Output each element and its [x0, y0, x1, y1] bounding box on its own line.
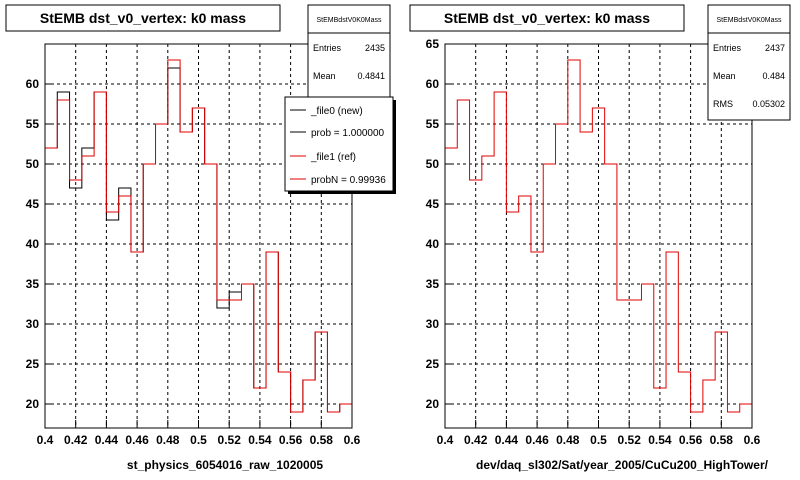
stats-rms-value: 0.05302 — [752, 99, 785, 109]
x-tick-label: 0.5 — [590, 433, 607, 447]
stats-mean-value: 0.484 — [762, 71, 785, 81]
stats-mean-label: Mean — [713, 71, 736, 81]
x-tick-label: 0.48 — [556, 433, 580, 447]
stats-rms-label: RMS — [713, 99, 733, 109]
left-histogram-panel: StEMB dst_v0_vertex: k0 mass 0.4 0.42 0.44… — [5, 4, 396, 472]
x-tick-label: 0.4 — [37, 433, 54, 447]
stats-box: StEMBdstV0K0Mass Entries 2435 Mean 0.484… — [307, 4, 391, 101]
y-tick-label: 65 — [426, 37, 440, 51]
y-tick-label: 45 — [426, 197, 440, 211]
x-tick-label: 0.52 — [218, 433, 242, 447]
y-tick-label: 50 — [26, 157, 40, 171]
y-tick-label: 50 — [426, 157, 440, 171]
y-tick-label: 40 — [26, 237, 40, 251]
x-axis-title: st_physics_6054016_raw_1020005 — [127, 458, 323, 472]
legend-entry-probn: probN = 0.99936 — [311, 175, 386, 186]
plot-area: 0.4 0.42 0.44 0.46 0.48 0.5 0.52 0.54 0.56 0.58 0.… — [426, 37, 761, 447]
x-tick-label: 0.5 — [190, 433, 207, 447]
x-tick-label: 0.6 — [744, 433, 761, 447]
x-tick-label: 0.56 — [279, 433, 303, 447]
stats-box: StEMBdstV0K0Mass Entries 2437 Mean 0.484… — [707, 4, 791, 121]
x-tick-label: 0.54 — [648, 433, 672, 447]
title-box — [5, 4, 281, 32]
stats-mean-label: Mean — [313, 71, 336, 81]
legend-entry-new: _file0 (new) — [310, 106, 363, 117]
y-tick-label: 55 — [426, 117, 440, 131]
plot-area: 0.4 0.42 0.44 0.46 0.48 0.5 0.52 0.54 0.56 0.58 0.… — [26, 43, 361, 447]
x-tick-label: 0.44 — [95, 433, 119, 447]
stats-entries-value: 2437 — [765, 43, 785, 53]
y-tick-label: 45 — [26, 197, 40, 211]
right-histogram-panel: StEMB dst_v0_vertex: k0 mass 0.4 0.42 0.44… — [400, 0, 800, 480]
x-tick-label: 0.48 — [156, 433, 180, 447]
x-axis-title: dev/daq_sl302/Sat/year_2005/CuCu200_High… — [476, 458, 769, 472]
y-tick-label: 25 — [426, 357, 440, 371]
series-file1-ref — [44, 59, 352, 428]
y-tick-label: 55 — [26, 117, 40, 131]
legend: _file0 (new) prob = 1.000000 _file1 (ref… — [284, 96, 396, 194]
chart-title: StEMB dst_v0_vertex: k0 mass — [40, 10, 246, 26]
left-histogram-chart: StEMB dst_v0_vertex: k0 mass 0.4 0.42 0.44… — [5, 4, 396, 472]
right-histogram-chart: StEMB dst_v0_vertex: k0 mass 0.4 0.42 0.44… — [409, 4, 791, 472]
title-box — [409, 4, 685, 32]
legend-entry-ref: _file1 (ref) — [310, 152, 356, 163]
x-tick-label: 0.58 — [710, 433, 734, 447]
y-tick-label: 35 — [426, 277, 440, 291]
stats-entries-label: Entries — [313, 43, 342, 53]
x-tick-label: 0.42 — [64, 433, 88, 447]
stats-histogram-name: StEMBdstV0K0Mass — [717, 17, 782, 24]
x-tick-label: 0.46 — [125, 433, 149, 447]
x-tick-label: 0.52 — [618, 433, 642, 447]
x-tick-label: 0.46 — [525, 433, 549, 447]
y-tick-label: 35 — [26, 277, 40, 291]
stats-entries-value: 2435 — [365, 43, 385, 53]
y-tick-label: 60 — [426, 77, 440, 91]
y-tick-label: 60 — [26, 77, 40, 91]
y-tick-label: 25 — [26, 357, 40, 371]
legend-entry-prob: prob = 1.000000 — [311, 128, 385, 139]
stats-histogram-name: StEMBdstV0K0Mass — [317, 17, 382, 24]
stats-mean-value: 0.4841 — [357, 71, 385, 81]
y-tick-label: 30 — [26, 317, 40, 331]
y-tick-label: 40 — [426, 237, 440, 251]
y-tick-label: 20 — [26, 397, 40, 411]
x-tick-label: 0.42 — [464, 433, 488, 447]
stats-entries-label: Entries — [713, 43, 742, 53]
plot-frame — [44, 43, 353, 429]
x-tick-label: 0.58 — [310, 433, 334, 447]
x-tick-label: 0.4 — [437, 433, 454, 447]
y-tick-label: 20 — [426, 397, 440, 411]
x-tick-label: 0.54 — [248, 433, 272, 447]
plot-frame — [444, 43, 753, 429]
series-histogram — [444, 59, 752, 428]
x-tick-label: 0.6 — [344, 433, 361, 447]
chart-title: StEMB dst_v0_vertex: k0 mass — [444, 10, 650, 26]
y-tick-label: 30 — [426, 317, 440, 331]
x-tick-label: 0.56 — [679, 433, 703, 447]
x-tick-label: 0.44 — [495, 433, 519, 447]
